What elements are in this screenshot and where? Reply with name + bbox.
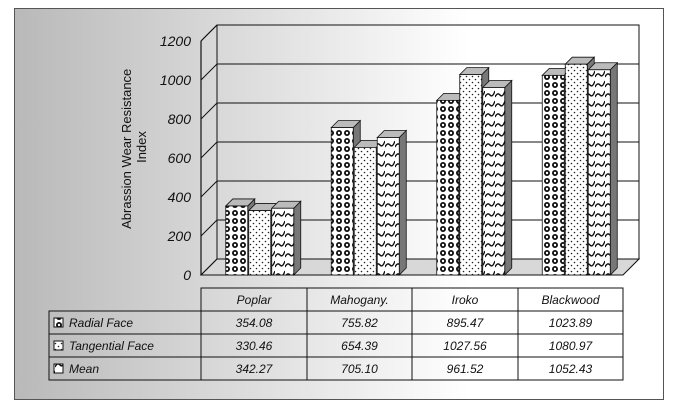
data-label: 354.08: [236, 316, 273, 330]
data-label: 1080.97: [549, 339, 594, 353]
y-axis-label-line-2: Index: [134, 131, 149, 163]
bar-front: [541, 74, 565, 276]
bar-waves: [376, 129, 408, 276]
y-tick-label: 600: [168, 150, 192, 166]
chart-frame: 0 200 400 600 800 1000 1200 Poplar Mahogany. Iro…: [14, 8, 664, 400]
legend-swatch-waves: [53, 363, 64, 374]
legend-swatch-dots: [53, 340, 64, 351]
table-cell: [517, 356, 624, 381]
y-axis-top-depth: [200, 24, 218, 42]
legend-swatch-circles: [53, 317, 64, 328]
y-tick-label: 200: [167, 228, 192, 244]
bar-front: [248, 210, 272, 276]
bar-front: [376, 137, 400, 276]
bar-side: [504, 79, 513, 276]
x-tick-label: Mahogany.: [330, 293, 388, 307]
bar-chart: 0 200 400 600 800 1000 1200 Poplar Mahogany. Iro…: [48, 24, 641, 381]
bar-waves: [587, 61, 619, 276]
gridline-depth: [200, 258, 218, 276]
data-label: 961.52: [447, 362, 484, 376]
gridline-depth: [200, 141, 218, 159]
bar-front: [353, 146, 377, 276]
x-tick-label: Blackwood: [541, 293, 599, 307]
x-tick-label: Iroko: [452, 293, 479, 307]
y-tick-label: 400: [168, 189, 192, 205]
data-label: 330.46: [236, 339, 273, 353]
data-label: 755.82: [341, 316, 378, 330]
gridline-depth: [200, 102, 218, 120]
bar-front: [436, 99, 460, 276]
legend-label: Mean: [69, 362, 99, 376]
bar-waves: [481, 79, 513, 276]
y-tick-label: 800: [168, 111, 192, 127]
y-tick-label: 0: [183, 267, 191, 283]
bar-front: [587, 69, 611, 276]
data-label: 654.39: [341, 339, 378, 353]
y-tick-label: 1200: [160, 33, 191, 49]
data-label: 1052.43: [549, 362, 593, 376]
y-axis-label: Abrassion Wear Resistance Index: [119, 65, 149, 229]
bar-side: [398, 129, 407, 276]
bar-waves: [270, 200, 302, 276]
x-tick-label: Poplar: [237, 293, 273, 307]
legend-label: Tangential Face: [69, 339, 154, 353]
y-tick-label: 1000: [160, 72, 191, 88]
bar-front: [271, 207, 295, 276]
gridline-depth: [200, 219, 218, 237]
bar-side: [293, 200, 302, 276]
gridline-depth: [200, 63, 218, 81]
data-label: 1023.89: [549, 316, 593, 330]
data-label: 1027.56: [443, 339, 487, 353]
data-label: 342.27: [236, 362, 274, 376]
gridline-depth: [200, 180, 218, 198]
bar-front: [330, 127, 354, 276]
bar-front: [225, 205, 249, 276]
bar-side: [609, 61, 618, 276]
bar-front: [459, 74, 483, 276]
data-label: 705.10: [341, 362, 378, 376]
data-label: 895.47: [447, 316, 485, 330]
legend-label: Radial Face: [69, 316, 133, 330]
bar-front: [564, 63, 588, 276]
bar-front: [482, 87, 506, 276]
